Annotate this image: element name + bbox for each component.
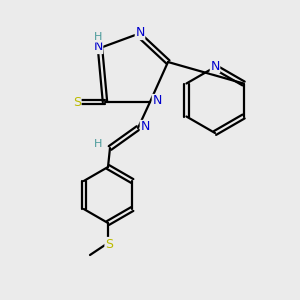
Text: H: H <box>94 139 102 149</box>
Text: N: N <box>93 40 103 53</box>
Text: H: H <box>94 32 102 42</box>
Text: S: S <box>73 95 81 109</box>
Text: N: N <box>152 94 162 107</box>
Text: S: S <box>105 238 113 250</box>
Text: N: N <box>210 59 220 73</box>
Text: N: N <box>135 26 145 40</box>
Text: N: N <box>140 121 150 134</box>
